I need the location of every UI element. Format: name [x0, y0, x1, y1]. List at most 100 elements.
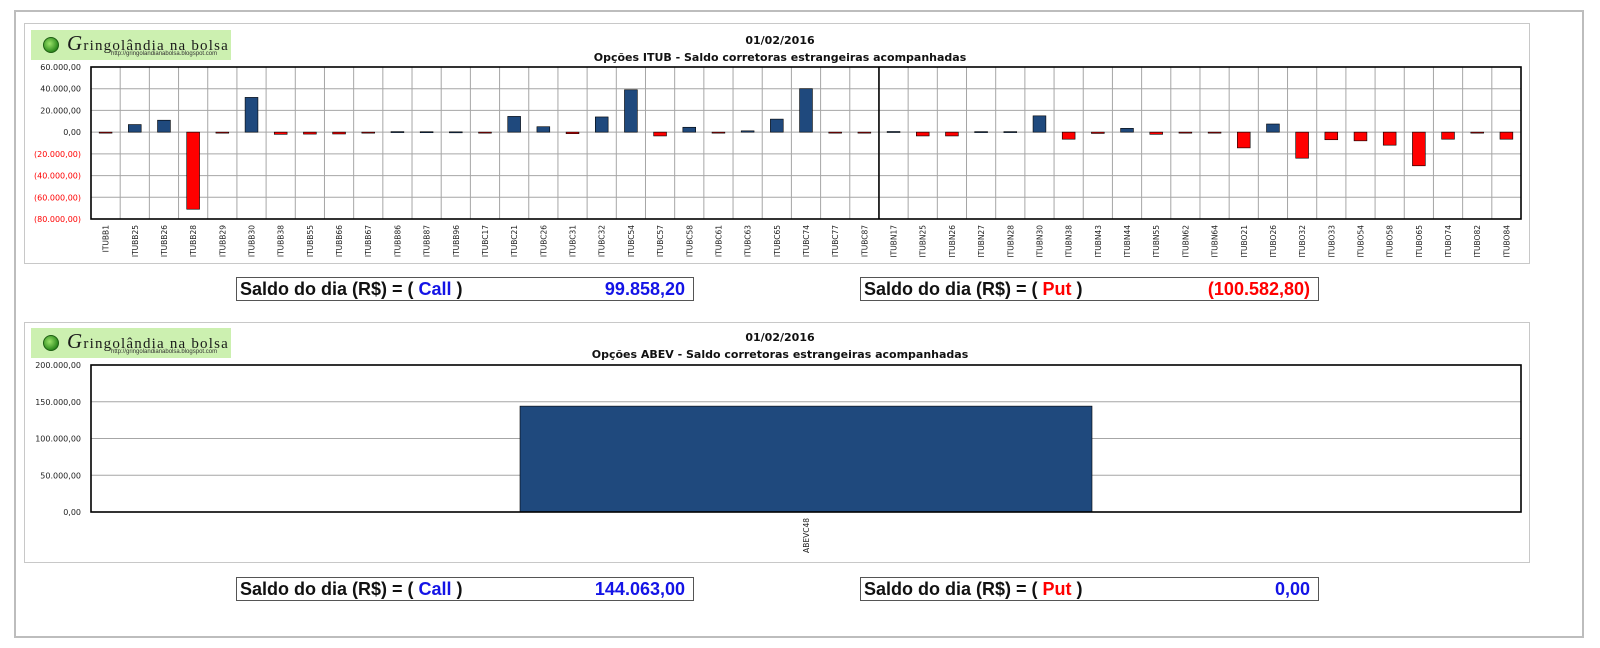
bar-itubc77 — [828, 131, 842, 134]
bar-itubc31 — [565, 131, 580, 134]
bar-itubb96 — [449, 131, 463, 134]
x-category-label: ITUBN30 — [1035, 225, 1044, 258]
x-category-label: ITUBB28 — [189, 225, 198, 257]
bar-itubo33 — [1324, 131, 1339, 141]
bar-itubb29 — [215, 131, 230, 134]
itub-call-balance: Saldo do dia (R$) = ( Call ) 99.858,20 — [236, 277, 694, 301]
x-category-label: ITUBB38 — [277, 225, 286, 257]
x-category-label: ITUBB66 — [335, 225, 344, 257]
x-category-label: ITUBC63 — [744, 225, 753, 257]
bar-itubc63 — [740, 130, 755, 133]
x-category-label: ITUBC65 — [773, 225, 782, 257]
x-category-label: ITUBB86 — [393, 225, 402, 257]
x-category-label: ITUBB87 — [423, 225, 432, 257]
y-tick-label: 60.000,00 — [40, 63, 81, 72]
y-tick-label: 200.000,00 — [35, 361, 81, 370]
x-category-label: ITUBN38 — [1065, 225, 1074, 258]
x-category-label: ITUBC32 — [598, 225, 607, 257]
chart-title: 01/02/2016 — [745, 331, 815, 344]
itub-chart-panel: Gringolândia na bolsa http://gringolandi… — [24, 23, 1530, 264]
bar-abevc48 — [519, 405, 1093, 513]
x-category-label: ABEVC48 — [802, 518, 811, 553]
x-category-label: ITUBB55 — [306, 225, 315, 257]
bar-itubb1 — [98, 131, 113, 134]
y-tick-label: 40.000,00 — [40, 85, 81, 94]
y-tick-label: 150.000,00 — [35, 398, 81, 407]
x-category-label: ITUBN44 — [1123, 225, 1132, 258]
x-category-label: ITUBO54 — [1356, 225, 1365, 258]
y-tick-label: 100.000,00 — [35, 435, 81, 444]
x-category-label: ITUBO32 — [1298, 225, 1307, 258]
bar-itubb66 — [332, 131, 346, 135]
bar-itubc61 — [711, 131, 726, 134]
call-balance-label: Saldo do dia (R$) = ( Call ) — [240, 279, 463, 299]
x-category-label: ITUBC87 — [860, 225, 869, 257]
bar-itubn55 — [1149, 131, 1163, 135]
put-balance-label: Saldo do dia (R$) = ( Put ) — [864, 279, 1083, 299]
put-balance-value: (100.582,80) — [1207, 279, 1310, 299]
x-category-label: ITUBB25 — [131, 225, 140, 257]
x-category-label: ITUBO74 — [1444, 225, 1453, 258]
x-category-label: ITUBC61 — [714, 225, 723, 257]
bar-itubn27 — [974, 131, 988, 133]
y-tick-label: 50.000,00 — [40, 471, 81, 480]
x-category-label: ITUBO33 — [1327, 225, 1336, 258]
x-category-label: ITUBB96 — [452, 225, 461, 257]
x-category-label: ITUBN55 — [1152, 225, 1161, 258]
bar-itubb87 — [419, 131, 434, 134]
bar-itubn38 — [1061, 131, 1076, 140]
x-category-label: ITUBB30 — [248, 225, 257, 257]
plot-area-border — [90, 364, 1522, 513]
abev-chart-panel: Gringolândia na bolsa http://gringolandi… — [24, 322, 1530, 563]
x-category-label: ITUBN26 — [948, 225, 957, 258]
x-category-label: ITUBO58 — [1386, 225, 1395, 258]
bar-itubc21 — [507, 116, 521, 133]
bar-itubo65 — [1412, 131, 1426, 167]
abev-put-balance: Saldo do dia (R$) = ( Put ) 0,00 — [860, 577, 1319, 601]
chart-title: 01/02/2016 — [745, 34, 815, 47]
x-category-label: ITUBN28 — [1006, 225, 1015, 258]
y-tick-label: (80.000,00) — [34, 215, 81, 224]
y-tick-label: 20.000,00 — [40, 106, 81, 115]
x-category-label: ITUBB29 — [218, 225, 227, 257]
y-tick-label: (20.000,00) — [34, 150, 81, 159]
bar-itubn25 — [916, 131, 930, 137]
x-category-label: ITUBC17 — [481, 225, 490, 257]
x-category-label: ITUBC31 — [569, 225, 578, 257]
x-category-label: ITUBB1 — [102, 225, 111, 253]
x-category-label: ITUBO65 — [1415, 225, 1424, 258]
bar-itubb25 — [128, 124, 142, 133]
bar-itubo84 — [1499, 131, 1514, 140]
bar-itubb86 — [390, 131, 405, 133]
put-balance-value: 0,00 — [1274, 579, 1310, 599]
logo-url: http://gringolandianabolsa.blogspot.com — [111, 51, 218, 57]
site-logo: Gringolândia na bolsa http://gringolandi… — [31, 328, 231, 358]
x-category-label: ITUBN43 — [1094, 225, 1103, 258]
x-category-label: ITUBC57 — [656, 225, 665, 257]
y-tick-label: (60.000,00) — [34, 193, 81, 202]
call-balance-label: Saldo do dia (R$) = ( Call ) — [240, 579, 463, 599]
bar-itubo58 — [1382, 131, 1397, 146]
bar-itubb30 — [244, 97, 259, 133]
bar-itubb38 — [273, 131, 288, 135]
logo-brand: Gringolândia na bolsa — [67, 329, 230, 353]
bar-itubo54 — [1353, 131, 1368, 142]
bar-itubo21 — [1237, 131, 1251, 149]
bar-itubn44 — [1120, 128, 1134, 133]
x-category-label: ITUBB67 — [364, 225, 373, 257]
y-tick-label: 0,00 — [63, 508, 81, 517]
bar-itubc57 — [653, 131, 667, 137]
plot-area-border — [90, 66, 1522, 220]
bar-itubn26 — [945, 131, 959, 137]
bar-itubc65 — [770, 118, 784, 133]
x-category-label: ITUBO21 — [1240, 225, 1249, 258]
bar-itubc26 — [536, 126, 551, 133]
bar-itubc58 — [682, 126, 696, 133]
bar-itubo74 — [1441, 131, 1455, 140]
logo-url: http://gringolandianabolsa.blogspot.com — [111, 349, 218, 355]
site-logo: Gringolândia na bolsa http://gringolandi… — [31, 30, 231, 60]
chart-subtitle: Opções ITUB - Saldo corretoras estrangei… — [593, 51, 967, 64]
y-tick-label: 0,00 — [63, 128, 81, 137]
x-category-label: ITUBN25 — [919, 225, 928, 258]
bar-itubn28 — [1003, 131, 1018, 133]
